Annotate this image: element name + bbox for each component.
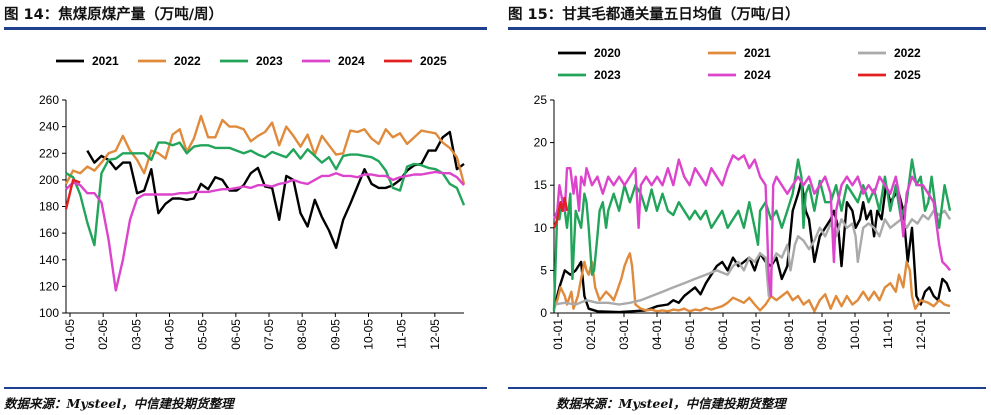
y-tick-label: 120	[39, 279, 59, 293]
y-tick-label: 25	[534, 93, 548, 107]
y-tick-label: 10	[534, 221, 548, 235]
x-tick-label: 09-01	[815, 319, 829, 350]
x-tick-label: 05-05	[196, 319, 210, 350]
x-tick-label: 02-01	[584, 319, 598, 350]
legend-label-2025: 2025	[894, 68, 921, 82]
legend-label-2025: 2025	[420, 54, 447, 68]
y-tick-label: 140	[39, 253, 59, 267]
legend-label-2022: 2022	[174, 54, 201, 68]
x-tick-label: 07-05	[262, 319, 276, 350]
series-line-2022	[553, 209, 952, 306]
x-tick-label: 08-01	[782, 319, 796, 350]
legend-label-2024: 2024	[744, 68, 771, 82]
chart-title-right: 图 15：甘其毛都通关量五日均值（万吨/日）	[508, 7, 800, 23]
source-note-right: 数据来源：Mysteel，中信建投期货整理	[556, 396, 786, 411]
series-line-2024	[552, 154, 951, 298]
x-tick-label: 01-01	[551, 319, 565, 350]
x-tick-label: 06-05	[229, 319, 243, 350]
x-tick-label: 08-05	[295, 319, 309, 350]
y-tick-label: 180	[39, 200, 59, 214]
chart-left: 100 120 140 160 180 200 220 240 260 01-05 02-05 03-…	[39, 54, 466, 350]
title-rule-right	[508, 27, 986, 30]
x-tick-label: 09-05	[328, 319, 342, 350]
series-line-2025	[64, 178, 81, 210]
source-note-left: 数据来源：Mysteel，中信建投期货整理	[4, 396, 234, 411]
x-tick-label: 12-01	[914, 319, 928, 350]
series-line-2020	[552, 179, 952, 314]
x-tick-label: 10-05	[362, 319, 376, 350]
y-tick-label: 15	[534, 178, 548, 192]
x-tick-label: 04-05	[163, 319, 177, 350]
legend-label-2021: 2021	[744, 46, 771, 60]
y-tick-label: 200	[39, 173, 59, 187]
x-tick-label: 04-01	[650, 319, 664, 350]
y-tick-label: 0	[540, 306, 547, 320]
legend-label-2022: 2022	[894, 46, 921, 60]
y-tick-label: 220	[39, 146, 59, 160]
legend-label-2024: 2024	[338, 54, 365, 68]
legend-label-2023: 2023	[594, 68, 621, 82]
legend-label-2023: 2023	[256, 54, 283, 68]
series-line-2021	[552, 252, 951, 313]
x-tick-label: 05-01	[683, 319, 697, 350]
x-tick-label: 11-05	[395, 319, 409, 349]
source-rule-right	[508, 387, 986, 389]
series-line-2023	[65, 141, 466, 247]
y-tick-label: 260	[39, 93, 59, 107]
x-tick-label: 07-01	[749, 319, 763, 350]
x-tick-label: 12-05	[428, 319, 442, 350]
y-tick-label: 20	[534, 136, 548, 150]
series-line-2024	[65, 170, 465, 292]
x-tick-label: 03-01	[617, 319, 631, 350]
x-tick-label: 11-01	[881, 319, 895, 349]
x-tick-label: 06-01	[716, 319, 730, 350]
x-tick-label: 01-05	[63, 319, 77, 350]
y-tick-label: 240	[39, 120, 59, 134]
y-tick-label: 160	[39, 226, 59, 240]
legend-label-2020: 2020	[594, 46, 621, 60]
x-tick-label: 10-01	[848, 319, 862, 350]
x-tick-label: 03-05	[129, 319, 143, 350]
series-line-2023	[552, 158, 952, 312]
series-line-2025	[552, 196, 569, 229]
source-rule-left	[4, 387, 487, 389]
y-tick-label: 5	[540, 263, 547, 277]
series-line-2021	[86, 130, 465, 250]
chart-title-left: 图 14：焦煤原煤产量（万吨/周）	[4, 7, 224, 23]
y-tick-label: 100	[39, 306, 59, 320]
title-rule-left	[4, 27, 487, 30]
legend-label-2021: 2021	[92, 54, 119, 68]
x-tick-label: 02-05	[96, 319, 110, 350]
